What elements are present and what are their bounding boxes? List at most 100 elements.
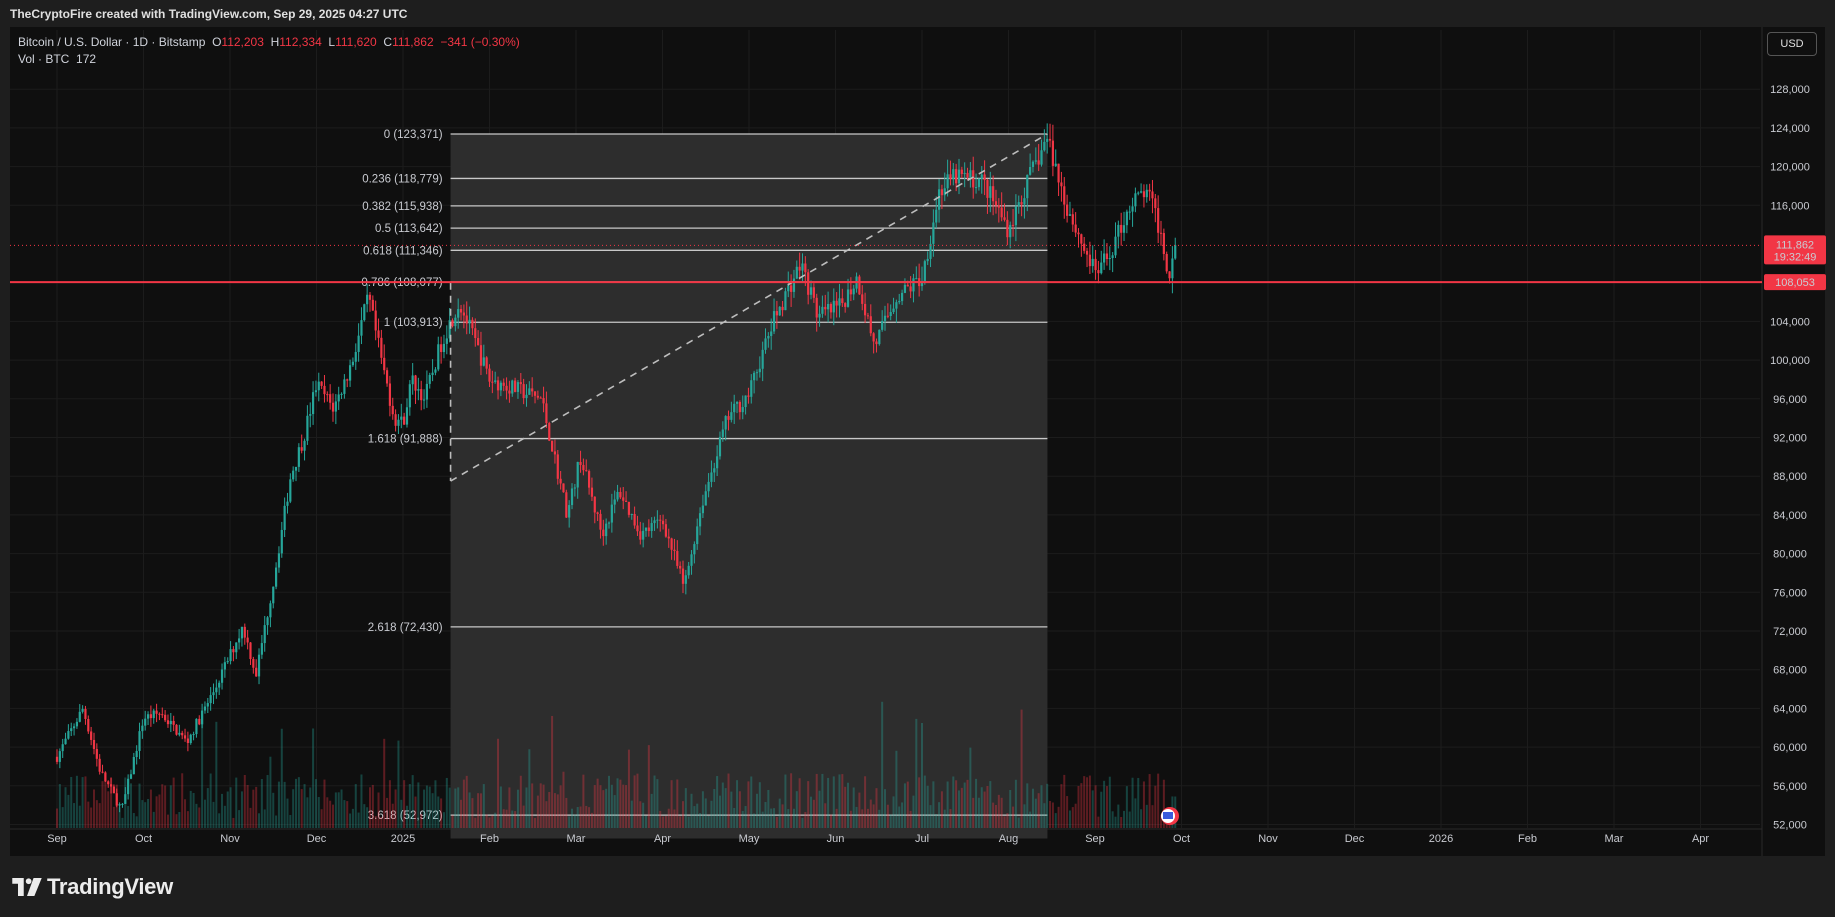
volume-bar [792, 808, 795, 828]
volume-bar [90, 807, 93, 828]
volume-bar [428, 786, 431, 828]
candle-body [770, 331, 773, 336]
candle-body [368, 294, 372, 300]
candle-body [104, 772, 107, 782]
candle-body [289, 479, 292, 502]
volume-bar [442, 812, 445, 828]
candle-body [630, 514, 633, 516]
volume-bar [332, 804, 335, 828]
volume-bar [121, 817, 124, 828]
volume-bar [457, 787, 460, 828]
volume-bar [1031, 788, 1034, 828]
candle-body [821, 306, 824, 314]
candle-body [607, 522, 611, 524]
volume-bar [855, 806, 858, 828]
candle-body [1046, 138, 1049, 142]
volume-bar [1142, 781, 1145, 828]
candle-body [482, 357, 485, 366]
volume-bar [240, 791, 243, 828]
candle-body [1080, 234, 1083, 244]
price-tick-label: 52,000 [1773, 820, 1807, 832]
candle-body [84, 708, 87, 719]
candle-body [1009, 224, 1012, 238]
candle-body [744, 395, 747, 408]
volume-bar [790, 773, 793, 828]
candle-body [146, 714, 150, 719]
candle-body [380, 337, 383, 358]
candle-body [846, 289, 850, 307]
fibonacci-extension: 0 (123,371) 0.236 (118,779) 0.382 (115,938… [361, 129, 1048, 839]
candle-body [1165, 253, 1168, 272]
volume-bar [1145, 804, 1148, 828]
candle-body [272, 586, 275, 604]
volume-bar [95, 800, 98, 828]
currency-button[interactable]: USD [1767, 32, 1817, 56]
volume-bar [898, 806, 901, 828]
volume-bar [425, 785, 428, 828]
symbol-label: Bitcoin / U.S. Dollar · 1D · Bitstamp [18, 35, 206, 49]
candle-body [1071, 214, 1074, 225]
volume-bar [479, 793, 482, 828]
volume-bar [1125, 786, 1128, 828]
volume-bar [107, 791, 110, 828]
volume-bar [73, 803, 76, 828]
volume-bar [295, 778, 298, 828]
volume-bar [252, 789, 255, 828]
volume-bar [1137, 777, 1140, 828]
volume-bar [673, 809, 676, 828]
tradingview-logo[interactable]: TradingView [12, 874, 173, 900]
time-tick-label: Mar [1605, 833, 1624, 845]
volume-bar [1162, 779, 1165, 828]
volume-bar [337, 792, 340, 828]
volume-bar [1157, 773, 1160, 828]
candle-body [383, 357, 386, 371]
volume-bar [1105, 786, 1108, 828]
candle-body [340, 393, 343, 395]
volume-bar [1114, 816, 1117, 828]
volume-bar [1074, 803, 1077, 828]
fib-level-label: 1.618 (91,888) [368, 434, 443, 446]
event-flag-mark [1163, 812, 1173, 819]
candle-body [1174, 245, 1177, 259]
volume-bar [152, 811, 155, 828]
candle-body [972, 170, 975, 188]
candle-body [650, 523, 653, 532]
time-tick-label: 2025 [391, 833, 415, 845]
volume-bar [184, 799, 187, 828]
volume-bar [608, 775, 611, 828]
volume-bar [58, 784, 61, 828]
candle-body [559, 478, 562, 484]
volume-bar [462, 779, 465, 828]
time-tick-label: Apr [1692, 833, 1709, 845]
candle-body [90, 731, 93, 740]
volume-bar [625, 785, 628, 828]
volume-bar [488, 817, 491, 828]
volume-bar [576, 807, 579, 828]
volume-bar [738, 791, 741, 828]
candle-body [1077, 232, 1080, 235]
volume-bar [639, 801, 642, 828]
volume-bar [366, 807, 369, 828]
volume-bar [397, 740, 400, 828]
candle-body [1000, 207, 1003, 218]
high-label: H [270, 35, 280, 49]
volume-bar [514, 811, 517, 828]
open-value: 112,203 [221, 35, 264, 49]
candle-body [1103, 253, 1106, 263]
candle-body [1159, 232, 1163, 234]
volume-bar [957, 790, 960, 828]
price-tick-label: 72,000 [1773, 626, 1807, 638]
volume-bar [901, 802, 904, 828]
candle-body [488, 368, 491, 382]
volume-bar [721, 782, 724, 828]
volume-bar [408, 783, 411, 828]
price-tick-label: 60,000 [1773, 742, 1807, 754]
volume-bar [562, 771, 565, 828]
tradingview-logo-icon [12, 878, 42, 896]
candle-body [1068, 214, 1072, 216]
candle-body [348, 365, 352, 381]
candle-body [286, 501, 289, 506]
volume-bar [923, 775, 926, 828]
candle-body [838, 298, 841, 306]
